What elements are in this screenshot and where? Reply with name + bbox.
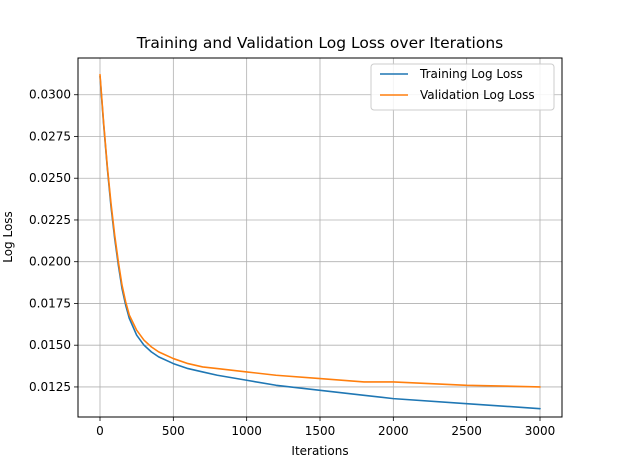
y-axis-label: Log Loss [1, 211, 15, 263]
x-tick-label: 1500 [305, 424, 336, 438]
x-tick-label: 500 [162, 424, 185, 438]
y-tick-label: 0.0150 [29, 338, 71, 352]
y-tick-label: 0.0175 [29, 296, 71, 310]
x-axis-label: Iterations [291, 444, 348, 458]
legend-label-validation: Validation Log Loss [420, 88, 535, 102]
y-tick-label: 0.0200 [29, 255, 71, 269]
legend-label-training: Training Log Loss [419, 67, 523, 81]
legend: Training Log Loss Validation Log Loss [370, 63, 555, 111]
x-tick-label: 1000 [231, 424, 262, 438]
grid [78, 58, 562, 417]
x-tick-label: 3000 [525, 424, 556, 438]
y-tick-label: 0.0250 [29, 171, 71, 185]
chart-title: Training and Validation Log Loss over It… [136, 34, 504, 52]
validation-loss-line [99, 73, 541, 388]
x-axis-ticks: 0 500 1000 1500 2000 2500 3000 [96, 417, 555, 438]
y-tick-label: 0.0300 [29, 88, 71, 102]
y-axis-ticks: 0.0125 0.0150 0.0175 0.0200 0.0225 0.0250 0.02… [29, 88, 78, 394]
y-tick-label: 0.0125 [29, 380, 71, 394]
x-tick-label: 2000 [378, 424, 409, 438]
y-tick-label: 0.0225 [29, 213, 71, 227]
x-tick-label: 2500 [451, 424, 482, 438]
y-tick-label: 0.0275 [29, 129, 71, 143]
x-tick-label: 0 [96, 424, 104, 438]
series-lines [99, 73, 541, 410]
legend-box [370, 63, 555, 111]
